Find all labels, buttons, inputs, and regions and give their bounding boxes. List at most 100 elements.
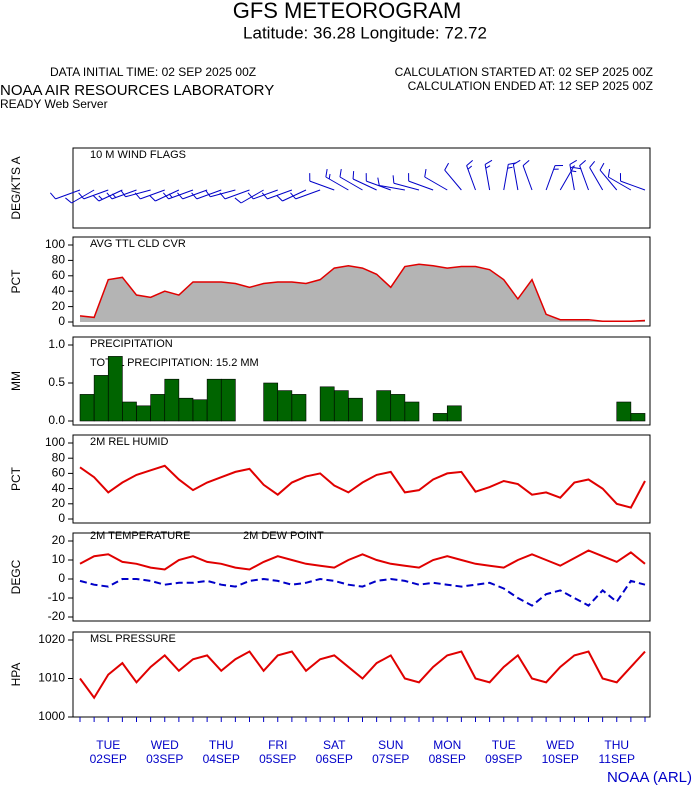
precip-bar [263,382,279,422]
y-tick-label: 0 [58,511,65,525]
wind-barb [134,189,165,200]
legend-entry: 2M DEW POINT [243,530,324,542]
barb-staff [210,189,236,198]
precip-bar [348,397,363,422]
data-line [79,577,646,607]
barb-feather [65,197,72,204]
data-line [79,650,646,700]
panel-title: AVG TTL CLD CVR [90,238,186,250]
barb-staff [309,180,335,191]
barb-feather [466,159,473,166]
data-line [79,549,646,571]
barb-staff [444,169,462,191]
barb-feather [571,170,577,173]
barb-feather [112,193,117,198]
precip-bar [79,394,95,422]
barb-feather [392,175,395,184]
y-tick-label: -10 [48,590,66,604]
y-tick-label: -20 [48,609,66,623]
barb-staff [98,189,123,202]
y-tick-label: 10 [52,552,66,566]
barb-staff [140,189,165,200]
wind-barb [484,159,493,191]
data-line [79,464,646,509]
barb-feather [276,195,283,202]
barb-feather [339,169,342,178]
wind-barb [607,169,632,191]
date-label: 10SEP [542,752,579,766]
calc-started: CALCULATION STARTED AT: 02 SEP 2025 00Z [395,65,653,79]
day-label: SAT [323,738,346,752]
y-axis-label: HPA [9,663,23,687]
barb-feather [168,193,173,198]
barb-feather [290,192,297,200]
precip-bar [220,378,236,422]
date-label: 04SEP [203,752,240,766]
wind-barb [579,159,589,191]
barb-feather [78,192,85,200]
y-tick-label: 20 [52,496,66,510]
precip-bar [93,375,109,422]
organization: NOAA AIR RESOURCES LABORATORY [0,82,274,99]
y-tick-label: 80 [52,450,66,464]
panel-frame [72,236,651,327]
barb-staff [168,189,194,200]
panel-title: MSL PRESSURE [90,633,176,645]
precip-bar [319,386,335,422]
precip-bar [192,399,208,422]
wind-barb [424,169,448,191]
annotation: TOTAL PRECIPITATION: 15.2 MM [90,357,259,369]
barb-staff [325,176,349,191]
barb-staff [224,189,250,200]
date-label: 02SEP [90,752,127,766]
y-tick-label: 0 [58,314,65,328]
barb-staff [83,189,109,200]
barb-feather [328,173,331,180]
precip-bar [616,401,632,422]
precip-bar [107,356,123,422]
panel-title: 10 M WIND FLAGS [90,149,186,161]
y-tick-label: 0 [58,571,65,585]
wind-barb [545,164,564,191]
barb-feather [569,159,577,165]
panel-frame [72,147,651,229]
barb-staff [589,167,604,191]
panel-title: PRECIPITATION [90,338,173,350]
wind-barb [339,169,363,191]
barb-feather [607,169,611,178]
barb-feather [106,192,113,200]
panel-frame [72,631,651,718]
day-label: MON [433,738,461,752]
day-label: WED [151,738,179,752]
precip-bar [136,405,151,422]
barb-feather [134,192,141,200]
y-tick-label: 1010 [38,671,65,685]
barb-feather [352,170,355,180]
barb-staff [339,176,363,191]
wind-barb [162,189,194,200]
wind-barb [92,189,123,202]
barb-feather [377,177,380,186]
barb-staff [424,176,448,191]
date-label: 08SEP [429,752,466,766]
precip-bar [277,390,293,422]
initial-time: DATA INITIAL TIME: 02 SEP 2025 00Z [50,65,256,79]
date-label: 05SEP [259,752,296,766]
wind-barb [309,173,335,191]
footer: NOAA (ARL) [607,769,692,786]
barb-staff [295,189,321,200]
panel-frame [72,336,651,426]
barb-staff [55,189,81,200]
y-tick-label: 40 [52,283,66,297]
day-label: TUE [96,738,120,752]
precip-bar [178,397,194,422]
wind-barb [261,189,293,200]
wind-barb [512,159,521,191]
barb-feather [92,195,100,202]
barb-feather [177,192,184,200]
wind-barb [466,159,476,191]
y-axis-label: PCT [9,269,23,294]
day-label: FRI [268,738,287,752]
y-axis-label: DEG/KTS A [9,156,23,219]
